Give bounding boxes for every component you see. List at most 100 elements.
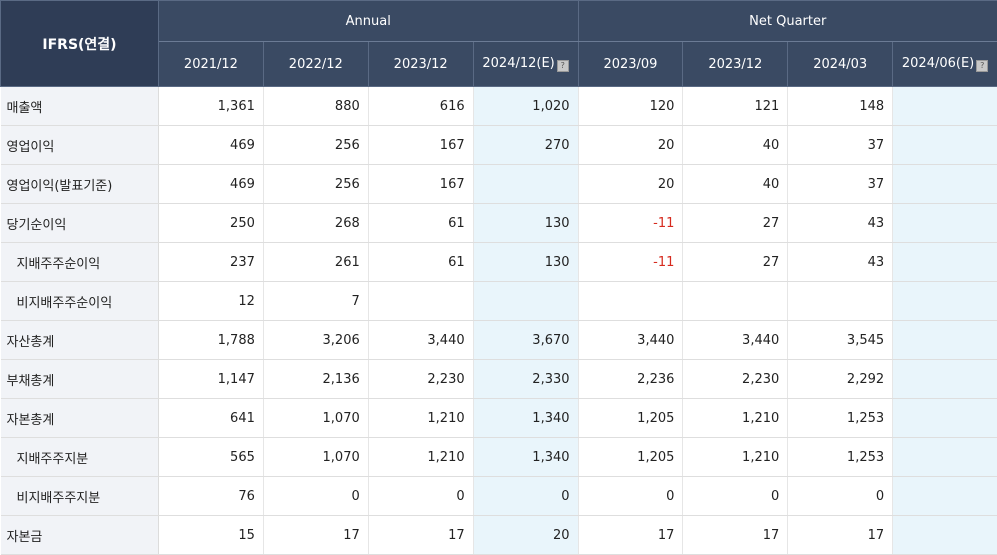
table-row: 비지배주주지분 76 0 0 0 0 0 0 [0,476,997,516]
table-cell: 17 [682,515,789,555]
table-row: 자본금 15 17 17 20 17 17 17 [0,515,997,555]
table-cell: 2,230 [368,359,474,399]
table-row: 지배주주순이익 237 261 61 130 -11 27 43 [0,242,997,282]
table-cell: 268 [263,203,369,243]
help-icon[interactable]: ? [556,60,569,72]
table-cell: 2,236 [578,359,684,399]
table-cell: 0 [263,476,369,516]
table-row: 자산총계 1,788 3,206 3,440 3,670 3,440 3,440 3,545 [0,320,997,360]
table-cell: 1,340 [473,437,579,477]
period-header: 2022/12 [262,41,369,87]
table-corner-header: IFRS(연결) [0,0,159,87]
table-cell: 61 [368,203,474,243]
quarter-group-header: Net Quarter [577,0,997,42]
table-cell: 250 [158,203,264,243]
table-cell: 1,210 [682,437,789,477]
table-cell [787,281,894,321]
table-cell: 37 [787,125,894,165]
table-cell: 167 [368,164,474,204]
table-cell: 40 [682,164,789,204]
table-cell: 3,545 [787,320,894,360]
table-cell: 43 [787,203,894,243]
table-cell: 121 [682,86,789,126]
table-cell [892,203,997,243]
annual-group-header: Annual [158,0,579,42]
row-label: 자본총계 [0,398,159,438]
table-cell: 1,253 [787,398,894,438]
table-cell: 1,147 [158,359,264,399]
table-cell: 1,210 [682,398,789,438]
table-cell [892,242,997,282]
table-cell: 43 [787,242,894,282]
table-cell [892,476,997,516]
table-cell: 237 [158,242,264,282]
table-cell [892,125,997,165]
table-cell: 15 [158,515,264,555]
row-label: 비지배주주지분 [0,476,159,516]
table-cell: 469 [158,125,264,165]
table-cell: -11 [578,242,684,282]
row-label: 자산총계 [0,320,159,360]
table-cell [892,164,997,204]
row-label: 자본금 [0,515,159,555]
table-row: 부채총계 1,147 2,136 2,230 2,330 2,236 2,230 2,292 [0,359,997,399]
table-cell: 469 [158,164,264,204]
table-cell: 27 [682,203,789,243]
table-cell: 0 [473,476,579,516]
table-row: 영업이익 469 256 167 270 20 40 37 [0,125,997,165]
table-cell: 256 [263,125,369,165]
help-icon[interactable]: ? [976,60,989,72]
table-row: 지배주주지분 565 1,070 1,210 1,340 1,205 1,210 1,253 [0,437,997,477]
table-cell: 1,070 [263,437,369,477]
period-header: 2024/03 [787,41,894,87]
table-cell: 27 [682,242,789,282]
table-cell: 3,670 [473,320,579,360]
table-cell: 40 [682,125,789,165]
table-cell: 130 [473,203,579,243]
table-cell [473,164,579,204]
table-cell: 130 [473,242,579,282]
table-cell: 1,070 [263,398,369,438]
table-cell: 2,136 [263,359,369,399]
period-header-estimate: 2024/12(E)? [472,41,579,87]
table-cell: -11 [578,203,684,243]
table-cell: 0 [682,476,789,516]
row-label: 영업이익 [0,125,159,165]
table-cell [892,86,997,126]
table-cell: 3,440 [578,320,684,360]
table-cell: 616 [368,86,474,126]
table-cell [892,359,997,399]
table-cell: 2,230 [682,359,789,399]
table-cell: 1,205 [578,398,684,438]
table-row: 당기순이익 250 268 61 130 -11 27 43 [0,203,997,243]
table-cell: 880 [263,86,369,126]
table-row: 영업이익(발표기준) 469 256 167 20 40 37 [0,164,997,204]
table-cell [892,320,997,360]
table-cell [473,281,579,321]
table-cell: 3,440 [368,320,474,360]
table-cell: 2,292 [787,359,894,399]
table-cell: 270 [473,125,579,165]
table-cell: 0 [787,476,894,516]
table-cell [892,281,997,321]
table-row: 비지배주주순이익 12 7 [0,281,997,321]
table-cell: 17 [263,515,369,555]
period-label: 2024/06(E) [901,56,975,71]
table-cell: 1,020 [473,86,579,126]
table-cell: 0 [578,476,684,516]
table-cell: 20 [473,515,579,555]
table-cell: 76 [158,476,264,516]
table-cell: 0 [368,476,474,516]
table-cell [682,281,789,321]
table-cell: 20 [578,125,684,165]
table-cell: 20 [578,164,684,204]
period-header-estimate: 2024/06(E)? [892,41,997,87]
table-cell: 120 [578,86,684,126]
table-cell: 261 [263,242,369,282]
table-cell [578,281,684,321]
period-header: 2021/12 [158,41,264,87]
table-cell: 565 [158,437,264,477]
table-cell: 17 [787,515,894,555]
table-cell: 7 [263,281,369,321]
period-label: 2024/12(E) [482,56,555,71]
